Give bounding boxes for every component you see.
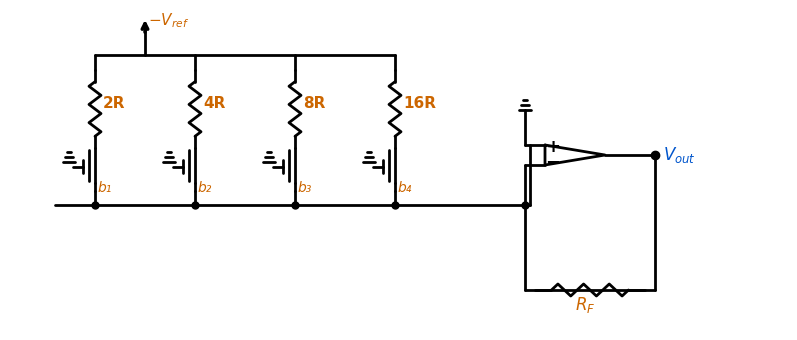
Text: $R_F$: $R_F$: [575, 295, 595, 315]
Text: +: +: [545, 138, 560, 156]
Text: 4R: 4R: [203, 97, 226, 112]
Text: $V_{out}$: $V_{out}$: [663, 145, 696, 165]
Text: b₂: b₂: [198, 181, 212, 195]
Text: 2R: 2R: [103, 97, 125, 112]
Text: 8R: 8R: [303, 97, 325, 112]
Text: 16R: 16R: [403, 97, 436, 112]
Text: $-V_{ref}$: $-V_{ref}$: [148, 11, 189, 30]
Text: −: −: [545, 154, 560, 172]
Text: b₁: b₁: [98, 181, 112, 195]
Text: b₄: b₄: [398, 181, 412, 195]
Text: b₃: b₃: [298, 181, 312, 195]
